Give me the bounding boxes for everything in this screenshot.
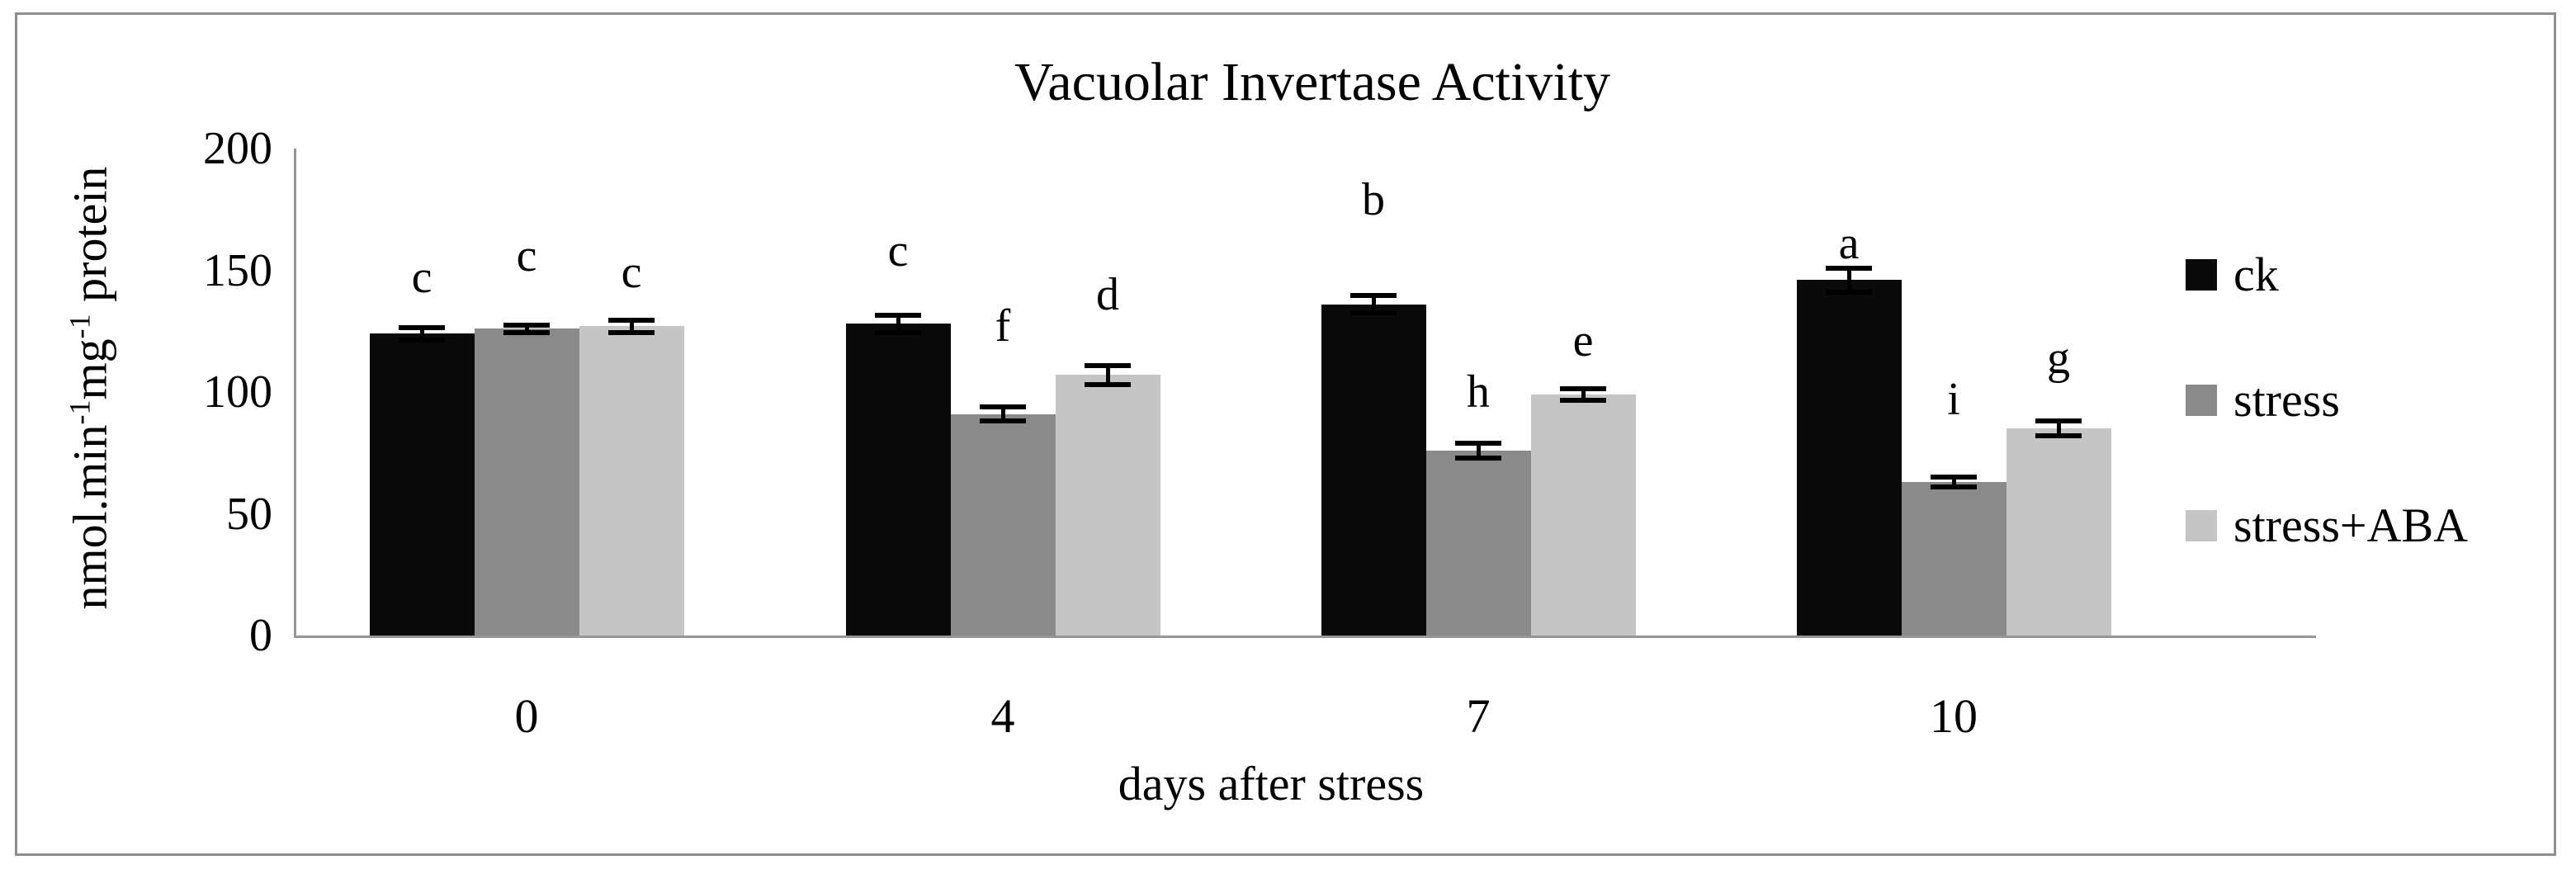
- legend-label-stress+ABA: stress+ABA: [2233, 499, 2469, 552]
- error-bar-cap-top: [980, 404, 1026, 409]
- error-bar-cap-bottom: [1826, 290, 1872, 295]
- legend-label-stress: stress: [2233, 373, 2340, 427]
- y-tick-label: 50: [226, 488, 272, 540]
- bar-ck-day10: [1796, 280, 1902, 636]
- y-tick-label: 150: [203, 244, 272, 296]
- error-bar-stem: [1000, 406, 1005, 422]
- error-bar-cap-bottom: [399, 337, 445, 343]
- x-axis-title: days after stress: [1118, 757, 1425, 810]
- error-bar-cap-bottom: [980, 418, 1026, 424]
- error-bar-stem: [2056, 421, 2061, 437]
- bar-stress+ABA-day7: [1530, 394, 1636, 636]
- bar-ck-day0: [369, 333, 475, 636]
- error-bar-cap-bottom: [1931, 484, 1977, 490]
- error-bar-stem: [1951, 477, 1956, 488]
- y-axis-line: [294, 149, 296, 636]
- error-bar-stem: [1371, 295, 1376, 314]
- sig-letter-c-ck-day4: c: [887, 224, 909, 276]
- error-bar-cap-bottom: [875, 329, 921, 335]
- x-axis-line: [294, 636, 2316, 638]
- bar-ck-day7: [1321, 304, 1426, 636]
- bar-stress-day4: [950, 414, 1056, 636]
- legend-swatch-stress: [2186, 385, 2217, 416]
- bar-stress+ABA-day4: [1055, 375, 1160, 636]
- y-tick-label: 0: [249, 610, 272, 661]
- bar-stress-day7: [1425, 450, 1531, 636]
- error-bar-cap-top: [1826, 265, 1872, 271]
- x-tick-label: 4: [990, 689, 1015, 743]
- error-bar-cap-bottom: [1560, 398, 1606, 404]
- error-bar-cap-top: [1931, 475, 1977, 480]
- sig-letter-c-ck-day0: c: [411, 252, 432, 304]
- bar-stress+ABA-day0: [579, 326, 684, 636]
- error-bar-cap-bottom: [2035, 433, 2082, 439]
- y-axis-title-sup2: -1: [63, 314, 97, 339]
- error-bar-cap-top: [875, 313, 921, 319]
- legend-swatch-ck: [2186, 259, 2217, 291]
- error-bar-stem: [896, 315, 900, 333]
- bar-stress-day0: [474, 328, 579, 636]
- error-bar-cap-top: [1560, 385, 1606, 391]
- error-bar-cap-top: [503, 322, 550, 328]
- error-bar-stem: [1581, 388, 1586, 401]
- error-bar-cap-bottom: [503, 329, 550, 335]
- sig-letter-e-stress+ABA-day7: e: [1572, 315, 1594, 367]
- error-bar-stem: [1476, 442, 1481, 458]
- bar-stress+ABA-day10: [2006, 428, 2111, 636]
- x-tick-label: 7: [1466, 689, 1491, 743]
- sig-letter-a-ck-day10: a: [1838, 218, 1860, 270]
- x-tick-label: 10: [1930, 689, 1978, 743]
- sig-letter-d-stress+ABA-day4: d: [1096, 269, 1119, 320]
- error-bar-cap-top: [1085, 362, 1131, 368]
- y-tick-label: 200: [203, 123, 272, 174]
- sig-letter-f-stress-day4: f: [995, 300, 1011, 352]
- error-bar-stem: [419, 327, 424, 340]
- sig-letter-g-stress+ABA-day10: g: [2047, 332, 2070, 384]
- error-bar-cap-top: [399, 324, 445, 330]
- error-bar-cap-top: [1455, 440, 1501, 446]
- y-tick-label: 100: [203, 366, 272, 418]
- sig-letter-c-stress-day0: c: [516, 229, 537, 281]
- chart-title: Vacuolar Invertase Activity: [1014, 52, 1611, 112]
- error-bar-cap-top: [2035, 418, 2082, 424]
- x-tick-label: 0: [514, 689, 539, 743]
- error-bar-cap-top: [1350, 293, 1397, 299]
- error-bar-cap-bottom: [608, 329, 655, 335]
- sig-letter-i-stress-day10: i: [1947, 373, 1960, 425]
- error-bar-stem: [524, 324, 529, 333]
- error-bar-stem: [1846, 267, 1851, 293]
- bar-stress-day10: [1901, 482, 2006, 636]
- error-bar-cap-bottom: [1085, 382, 1131, 388]
- sig-letter-b-ck-day7: b: [1362, 173, 1385, 225]
- legend-swatch-stress+ABA: [2186, 510, 2217, 541]
- error-bar-stem: [1105, 365, 1110, 385]
- bar-ck-day4: [845, 324, 951, 636]
- sig-letter-h-stress-day7: h: [1467, 366, 1490, 418]
- error-bar-cap-top: [608, 317, 655, 323]
- error-bar-cap-bottom: [1455, 455, 1501, 461]
- error-bar-stem: [629, 319, 634, 333]
- error-bar-cap-bottom: [1350, 310, 1397, 316]
- legend-label-ck: ck: [2233, 248, 2279, 301]
- sig-letter-c-stress+ABA-day0: c: [621, 247, 642, 299]
